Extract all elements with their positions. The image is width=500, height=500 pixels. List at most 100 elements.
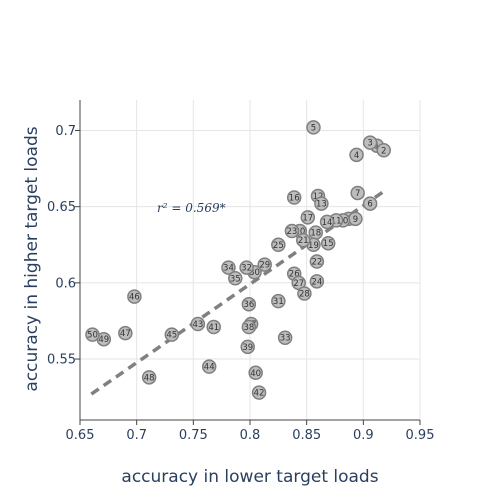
point-label: 24 bbox=[311, 277, 322, 287]
point-marker bbox=[319, 214, 335, 230]
point-marker bbox=[201, 359, 217, 374]
data-point: 21 bbox=[296, 232, 311, 248]
point-marker bbox=[248, 365, 263, 381]
point-label: 2 bbox=[381, 146, 386, 156]
x-tick-label: 0.85 bbox=[292, 428, 321, 443]
point-marker bbox=[141, 370, 157, 385]
point-label: 16 bbox=[289, 194, 300, 204]
tick-labels: 0.65 0.7 0.75 0.8 0.85 0.9 0.95 0.55 0.6 0.65 0.7 bbox=[47, 124, 434, 443]
data-point: 16 bbox=[286, 190, 302, 205]
point-marker bbox=[118, 325, 133, 341]
x-tick-label: 0.9 bbox=[353, 428, 374, 443]
point-label: 40 bbox=[250, 369, 261, 379]
point-label: 41 bbox=[208, 323, 219, 333]
data-point: 40 bbox=[248, 365, 263, 381]
data-point: 48 bbox=[141, 370, 157, 385]
data-point: 46 bbox=[127, 289, 142, 304]
data-point: 31 bbox=[271, 293, 286, 309]
point-marker bbox=[271, 293, 286, 309]
point-label: 44 bbox=[204, 363, 215, 373]
point-label: 30 bbox=[249, 268, 260, 278]
data-point: 32 bbox=[239, 260, 254, 275]
y-axis-title: accuracy in higher target loads bbox=[22, 126, 42, 391]
data-point: 35 bbox=[228, 271, 243, 286]
point-marker bbox=[320, 235, 336, 251]
point-label: 35 bbox=[230, 274, 241, 284]
point-marker bbox=[241, 296, 257, 312]
point-label: 22 bbox=[311, 258, 322, 268]
point-label: 18 bbox=[310, 229, 321, 239]
data-point: 4 bbox=[349, 147, 364, 163]
point-label: 50 bbox=[87, 331, 98, 341]
point-marker bbox=[241, 319, 257, 335]
point-label: 14 bbox=[322, 218, 333, 228]
point-label: 33 bbox=[280, 334, 291, 344]
grid bbox=[80, 100, 421, 420]
point-label: 36 bbox=[243, 300, 254, 310]
data-point: 47 bbox=[118, 325, 133, 341]
point-label: 6 bbox=[367, 200, 372, 210]
y-tick-label: 0.55 bbox=[47, 353, 76, 368]
point-marker bbox=[296, 232, 311, 248]
point-label: 13 bbox=[316, 200, 327, 210]
point-marker bbox=[206, 319, 221, 335]
point-label: 4 bbox=[354, 151, 359, 161]
point-label: 9 bbox=[353, 215, 358, 225]
point-marker bbox=[85, 327, 100, 342]
point-label: 32 bbox=[241, 264, 252, 274]
point-label: 43 bbox=[192, 320, 203, 330]
data-point: 44 bbox=[201, 359, 217, 374]
data-point: 28 bbox=[297, 286, 312, 301]
data-point: 41 bbox=[206, 319, 221, 335]
point-marker bbox=[362, 196, 378, 211]
point-label: 5 bbox=[311, 123, 316, 133]
data-point: 33 bbox=[277, 330, 293, 345]
point-marker bbox=[228, 271, 243, 286]
point-label: 23 bbox=[287, 227, 298, 237]
point-marker bbox=[284, 223, 300, 239]
point-label: 42 bbox=[254, 389, 265, 399]
point-label: 27 bbox=[293, 279, 304, 289]
data-point: 39 bbox=[240, 339, 255, 355]
point-marker bbox=[309, 254, 325, 269]
point-marker bbox=[309, 274, 325, 289]
point-label: 19 bbox=[308, 241, 319, 251]
x-tick-label: 0.75 bbox=[179, 428, 208, 443]
point-marker bbox=[271, 237, 286, 253]
data-point: 45 bbox=[164, 327, 180, 342]
point-label: 15 bbox=[323, 239, 334, 249]
point-label: 45 bbox=[166, 331, 177, 341]
point-label: 7 bbox=[355, 189, 360, 199]
y-tick-label: 0.6 bbox=[55, 276, 76, 291]
data-point: 42 bbox=[251, 385, 267, 400]
x-axis-title: accuracy in lower target loads bbox=[121, 467, 378, 487]
point-marker bbox=[164, 327, 180, 342]
point-marker bbox=[127, 289, 142, 304]
data-point: 7 bbox=[350, 185, 365, 201]
x-tick-label: 0.95 bbox=[406, 428, 435, 443]
data-point: 6 bbox=[362, 196, 378, 211]
data-point: 22 bbox=[309, 254, 325, 269]
data-point: 18 bbox=[308, 225, 323, 240]
point-label: 49 bbox=[98, 335, 109, 345]
point-marker bbox=[286, 190, 302, 205]
point-label: 47 bbox=[120, 329, 131, 339]
point-label: 34 bbox=[223, 264, 234, 274]
point-label: 12 bbox=[313, 192, 324, 202]
point-marker bbox=[349, 147, 364, 163]
r-squared-annotation: r² = 0.569* bbox=[157, 201, 226, 215]
data-point: 23 bbox=[284, 223, 300, 239]
point-label: 39 bbox=[242, 343, 253, 353]
data-point: 24 bbox=[309, 274, 325, 289]
data-point: 13 bbox=[314, 196, 329, 211]
data-point: 14 bbox=[319, 214, 335, 230]
axes bbox=[75, 100, 421, 425]
point-label: 20 bbox=[294, 227, 305, 237]
x-tick-label: 0.8 bbox=[240, 428, 261, 443]
point-label: 17 bbox=[302, 213, 313, 223]
point-marker bbox=[297, 286, 312, 301]
data-point: 9 bbox=[348, 211, 363, 227]
y-tick-label: 0.7 bbox=[55, 124, 76, 139]
data-point: 38 bbox=[241, 319, 257, 335]
